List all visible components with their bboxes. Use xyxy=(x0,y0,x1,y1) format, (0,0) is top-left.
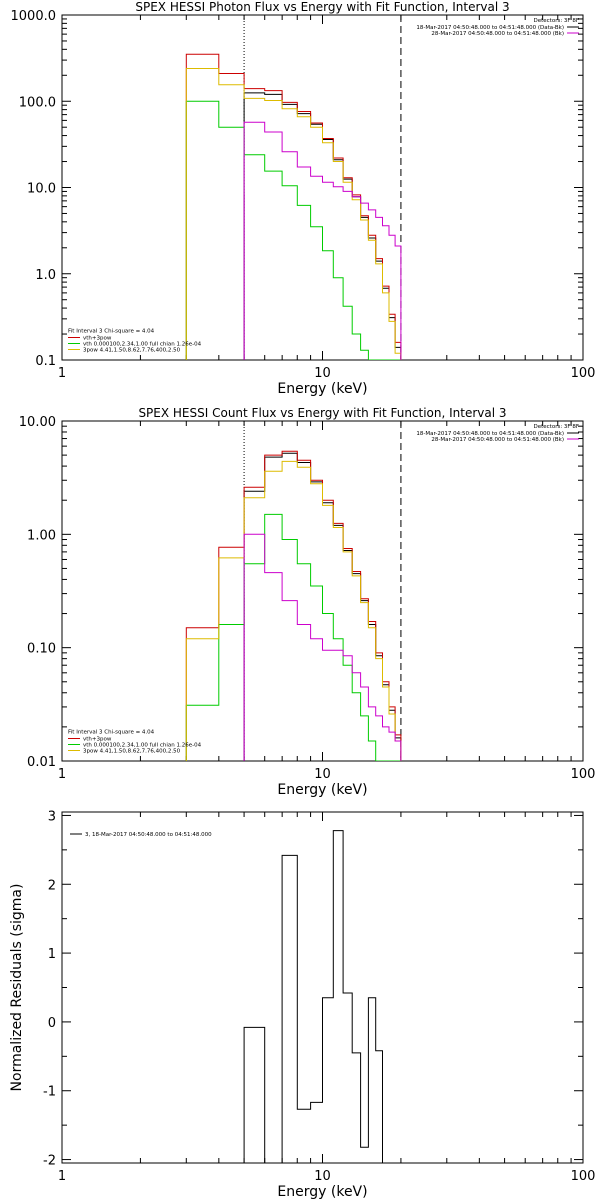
x-axis-label: Energy (keV) xyxy=(277,1184,367,1200)
y-tick-label: -2 xyxy=(43,1154,56,1169)
legend-header: Detectors: 3F 8F xyxy=(533,18,579,24)
chart-resid: Energy (keV) Normalized Residuals (sigma)… xyxy=(9,809,595,1200)
y-tick-label: -1 xyxy=(43,1085,56,1100)
x-tick-label: 1 xyxy=(58,767,66,782)
y-tick-label: 1000.0 xyxy=(11,9,57,24)
legend-entry: 18-Mar-2017 04:50:48.000 to 04:51:48.000… xyxy=(416,25,564,31)
chart-title: SPEX HESSI Count Flux vs Energy with Fit… xyxy=(138,406,506,420)
legend-entry: vth 0.000100,2.34,1.00 full chian 1.26e-… xyxy=(83,743,202,749)
x-tick-label: 100 xyxy=(571,767,596,782)
y-tick-label: 0.1 xyxy=(35,354,56,369)
y-tick-label: 1.00 xyxy=(27,528,56,543)
plot-frame xyxy=(61,14,584,361)
y-tick-label: 10.0 xyxy=(27,182,56,197)
x-tick-label: 1 xyxy=(58,366,66,381)
y-tick-label: 1.0 xyxy=(35,268,56,283)
series-1-histogram xyxy=(185,450,402,761)
plot-frame xyxy=(61,811,584,1164)
series-0-histogram xyxy=(243,830,383,1163)
legend-entry: 28-Mar-2017 04:50:48.000 to 04:51:48.000… xyxy=(431,437,564,443)
legend-header: Fit Interval 3 Chi-square = 4.04 xyxy=(68,329,155,335)
legend-header: Fit Interval 3 Chi-square = 4.04 xyxy=(68,730,155,736)
legend-entry: 3pow 4.41,1.50,8.62,7.76,400,2.50 xyxy=(83,749,181,755)
legend-entry: 28-Mar-2017 04:50:48.000 to 04:51:48.000… xyxy=(431,31,564,37)
chart-title: SPEX HESSI Photon Flux vs Energy with Fi… xyxy=(135,0,509,14)
series-2-histogram xyxy=(185,513,401,761)
series-4-histogram xyxy=(243,121,402,360)
x-tick-label: 10 xyxy=(314,366,331,381)
series-0-histogram xyxy=(243,92,402,360)
plot-area xyxy=(185,421,402,761)
legend-entry: vth+3pow xyxy=(83,737,112,743)
legend-entry: 3, 18-Mar-2017 04:50:48.000 to 04:51:48.… xyxy=(85,832,212,838)
x-tick-label: 1 xyxy=(58,1169,66,1184)
x-axis-label: Energy (keV) xyxy=(277,782,367,798)
y-tick-label: 0 xyxy=(48,1016,56,1031)
y-tick-label: 0.01 xyxy=(27,755,56,770)
series-3-histogram xyxy=(185,460,402,761)
legend-entry: vth 0.000100,2.34,1.00 full chian 1.26e-… xyxy=(83,342,202,348)
y-tick-label: 10.00 xyxy=(19,415,56,430)
legend-entry: 18-Mar-2017 04:50:48.000 to 04:51:48.000… xyxy=(416,431,564,437)
x-tick-label: 10 xyxy=(314,1169,331,1184)
series-3-histogram xyxy=(185,68,402,360)
plot-area xyxy=(243,830,383,1163)
legend-entry: 3pow 4.41,1.50,8.62,7.76,400,2.50 xyxy=(83,348,181,354)
y-tick-label: 3 xyxy=(48,809,56,824)
series-1-histogram xyxy=(185,53,402,360)
y-tick-label: 100.0 xyxy=(19,95,56,110)
x-tick-label: 10 xyxy=(314,767,331,782)
series-0-histogram xyxy=(243,452,402,761)
x-tick-label: 100 xyxy=(571,366,596,381)
y-tick-label: 2 xyxy=(48,878,56,893)
plot-area xyxy=(185,15,402,360)
legend-entry: vth+3pow xyxy=(83,336,112,342)
y-axis-label: Normalized Residuals (sigma) xyxy=(9,884,25,1092)
series-4-histogram xyxy=(243,533,402,761)
y-tick-label: 1 xyxy=(48,947,56,962)
y-tick-label: 0.10 xyxy=(27,642,56,657)
chart-count: SPEX HESSI Count Flux vs Energy with Fit… xyxy=(19,406,596,798)
chart-photon: SPEX HESSI Photon Flux vs Energy with Fi… xyxy=(11,0,596,397)
x-tick-label: 100 xyxy=(571,1169,596,1184)
x-axis-label: Energy (keV) xyxy=(277,381,367,397)
legend-header: Detectors: 3F 8F xyxy=(533,424,579,430)
